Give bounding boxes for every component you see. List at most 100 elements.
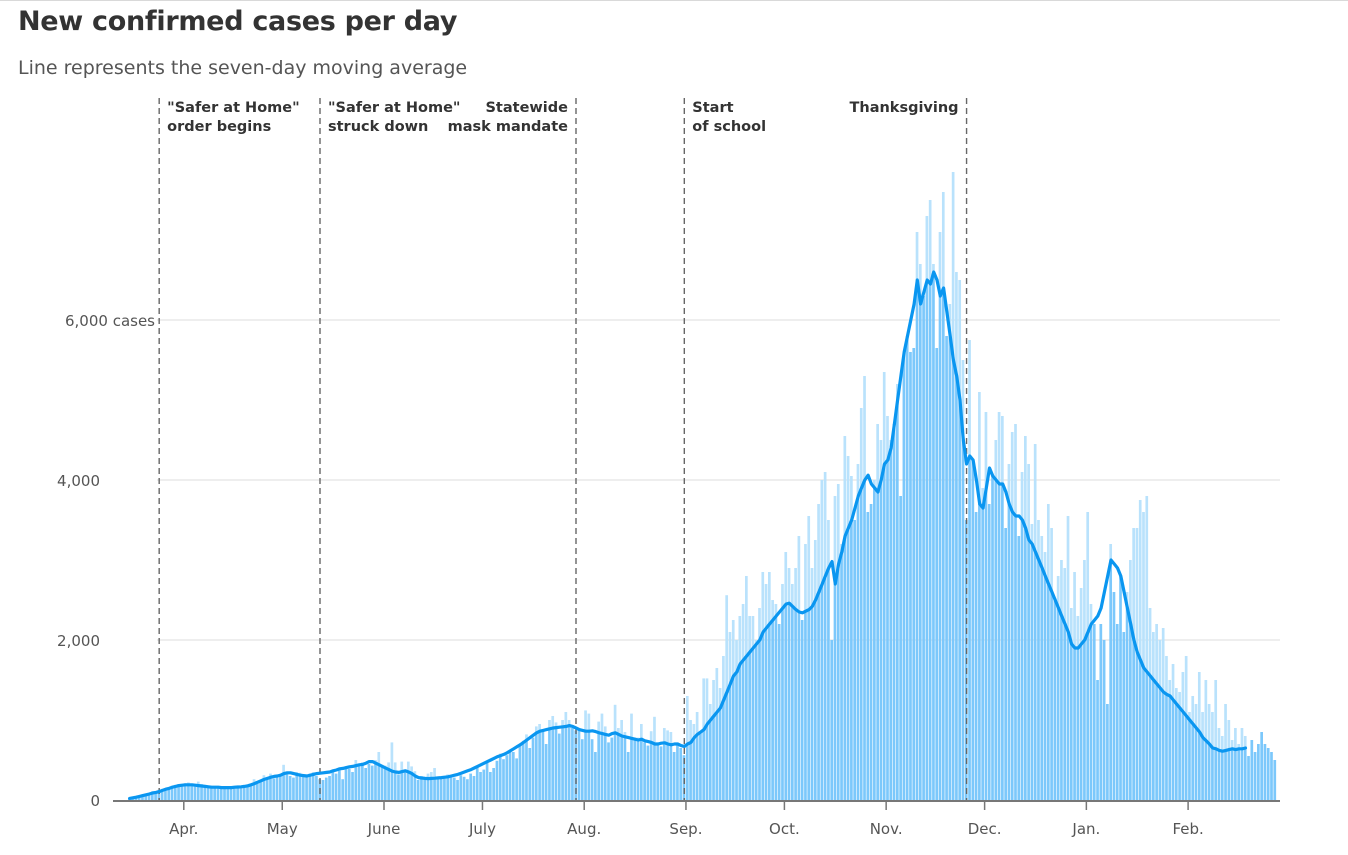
bar (502, 759, 505, 800)
bar-solid (840, 552, 843, 800)
bar-above-average (813, 540, 817, 600)
bar-solid (909, 352, 912, 800)
bar-solid (1001, 484, 1004, 800)
bar-solid (863, 480, 866, 800)
bar-above-average (561, 720, 564, 727)
bar-solid (367, 764, 371, 800)
bar-solid (656, 744, 660, 800)
bar-solid (1240, 748, 1244, 800)
bar (662, 728, 666, 800)
bar-solid (282, 773, 285, 800)
bar-above-average (1178, 692, 1181, 708)
bar-solid (731, 676, 735, 800)
bar (479, 772, 482, 800)
bar-above-average (1086, 512, 1090, 632)
bar-solid (643, 742, 646, 800)
bar (521, 740, 525, 800)
bar (978, 392, 981, 800)
bar (423, 777, 427, 800)
bar-solid (853, 520, 857, 800)
bar (462, 776, 466, 800)
bar-solid (1004, 528, 1007, 800)
bar-solid (183, 784, 187, 800)
bar-above-average (981, 488, 985, 508)
bar-solid (584, 731, 587, 800)
bar-solid (1066, 632, 1070, 800)
bar-solid (485, 761, 489, 800)
bar-solid (603, 734, 607, 800)
bar-solid (518, 744, 522, 800)
bar-solid (748, 652, 751, 800)
bar-solid (393, 772, 397, 800)
bar-solid (1145, 672, 1149, 800)
bar-above-average (1027, 464, 1030, 540)
bar-solid (1092, 624, 1096, 800)
bar-solid (347, 768, 351, 800)
bar-solid (256, 782, 259, 800)
bar-above-average (758, 608, 761, 640)
bar (1119, 576, 1122, 800)
bar-solid (1129, 624, 1132, 800)
bar (1227, 720, 1231, 800)
bar-above-average (876, 424, 879, 492)
bar (1174, 688, 1178, 800)
y-axis-labels: 0 2,000 4,000 6,000 cases (57, 312, 155, 810)
bar (873, 480, 876, 800)
bar (1194, 704, 1198, 800)
bar (725, 595, 729, 800)
bar-solid (443, 778, 446, 800)
bar-solid (571, 728, 574, 800)
bar-above-average (712, 680, 715, 716)
bar (745, 576, 748, 800)
bar-above-average (918, 264, 922, 304)
bar-above-average (764, 584, 768, 628)
bar (492, 768, 495, 800)
bar-above-average (1060, 560, 1063, 616)
bar (397, 774, 400, 800)
bar-solid (564, 726, 568, 800)
bar-above-average (1089, 604, 1093, 624)
bar (1266, 748, 1270, 800)
bar-above-average (955, 272, 958, 376)
bar (439, 776, 443, 800)
bar-solid (1263, 744, 1267, 800)
bar-above-average (873, 480, 876, 488)
bar-solid (626, 752, 630, 800)
bar-above-average (856, 464, 860, 496)
bar-above-average (1191, 696, 1195, 724)
bar (669, 732, 673, 800)
bar (797, 536, 801, 800)
bar-above-average (1152, 632, 1155, 680)
bar (390, 742, 394, 800)
bar-solid (866, 512, 870, 800)
bar (1135, 528, 1139, 800)
bar (741, 604, 745, 800)
bar-above-average (761, 572, 765, 632)
bar-solid (774, 616, 778, 800)
bar-above-average (613, 704, 617, 733)
bar (262, 775, 266, 800)
bar-above-average (1168, 680, 1172, 696)
bar-above-average (722, 656, 725, 700)
bar-solid (892, 424, 896, 800)
bar-solid (301, 775, 305, 800)
bar (1148, 608, 1152, 800)
bar-solid (482, 769, 486, 800)
bar-solid (679, 748, 683, 800)
bar (1201, 712, 1204, 800)
bar-solid (761, 632, 765, 800)
bar (1083, 560, 1086, 800)
bar-solid (1043, 576, 1047, 800)
bar-solid (1096, 680, 1099, 800)
bar-above-average (925, 216, 929, 280)
bar (564, 712, 568, 800)
bar-solid (187, 784, 190, 800)
bar (1096, 680, 1099, 800)
bar-solid (764, 628, 768, 800)
bar (781, 584, 784, 800)
bar-solid (758, 640, 761, 800)
bar (886, 416, 889, 800)
bar-above-average (1161, 628, 1165, 692)
bar-above-average (794, 568, 797, 610)
bar-above-average (1181, 672, 1185, 712)
